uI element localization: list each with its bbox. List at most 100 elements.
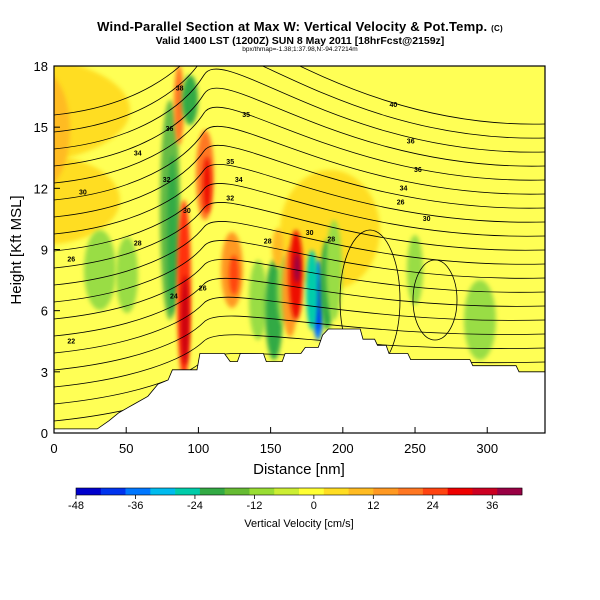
contour-label: 36 bbox=[407, 139, 415, 146]
contour-label: 26 bbox=[397, 200, 405, 207]
y-tick-label: 12 bbox=[34, 181, 48, 196]
field-cell bbox=[326, 220, 342, 320]
field-cell bbox=[54, 76, 70, 184]
colorbar-swatch bbox=[175, 488, 201, 495]
colorbar-swatch bbox=[100, 488, 126, 495]
contour-label: 36 bbox=[166, 126, 174, 133]
colorbar-swatch bbox=[447, 488, 473, 495]
colorbar-label: Vertical Velocity [cm/s] bbox=[244, 518, 353, 530]
theta-contour-line bbox=[54, 106, 545, 184]
terrain-mask bbox=[53, 328, 546, 434]
field-cell bbox=[54, 66, 130, 161]
colorbar-swatch bbox=[422, 488, 448, 495]
field-cell bbox=[229, 255, 239, 295]
theta-contour-line bbox=[54, 68, 545, 153]
colorbar-swatch bbox=[472, 488, 498, 495]
theta-contour-line bbox=[54, 163, 545, 235]
field-cell bbox=[84, 230, 116, 310]
x-tick-label: 100 bbox=[188, 441, 210, 456]
contour-label: 30 bbox=[183, 208, 191, 215]
field-cell bbox=[306, 250, 318, 330]
field-cell bbox=[174, 66, 184, 145]
colorbar-swatch bbox=[249, 488, 275, 495]
x-axis-label: Distance [nm] bbox=[253, 461, 345, 478]
colorbar-swatch bbox=[150, 488, 176, 495]
theta-contour-line bbox=[412, 259, 458, 341]
x-tick-label: 300 bbox=[476, 441, 498, 456]
colorbar-swatch bbox=[323, 488, 349, 495]
field-cell bbox=[116, 237, 138, 313]
contour-label: 36 bbox=[414, 167, 422, 174]
colorbar-tick-label: -36 bbox=[128, 500, 144, 512]
contour-label: 28 bbox=[327, 236, 335, 243]
contour-label: 28 bbox=[134, 240, 142, 247]
field-cell bbox=[181, 275, 189, 365]
y-axis: 0 3 6 9 12 15 18 bbox=[34, 59, 60, 441]
theta-contour-line bbox=[54, 87, 545, 167]
x-tick-label: 50 bbox=[119, 441, 133, 456]
copyright-mark: (C) bbox=[491, 24, 503, 33]
contour-label: 40 bbox=[390, 102, 398, 109]
contour-label: 32 bbox=[163, 177, 171, 184]
chart-title: Wind-Parallel Section at Max W: Vertical… bbox=[97, 19, 503, 34]
colorbar-tick-label: 24 bbox=[427, 500, 439, 512]
theta-contour-line bbox=[54, 296, 545, 354]
x-axis: 0 50 100 150 200 250 300 bbox=[50, 427, 498, 456]
theta-contour-line bbox=[54, 125, 545, 201]
y-tick-label: 15 bbox=[34, 120, 48, 135]
colorbar-swatch bbox=[125, 488, 151, 495]
field-cell bbox=[182, 75, 198, 125]
contour-label: 34 bbox=[235, 177, 243, 184]
colorbar: -48 -36 -24 -12 0 12 24 36 bbox=[68, 487, 523, 512]
colorbar-tick-label: -12 bbox=[246, 500, 262, 512]
x-tick-label: 250 bbox=[404, 441, 426, 456]
colorbar-swatch bbox=[497, 488, 523, 495]
contour-labels: 40 38 36 35 36 34 35 36 32 34 34 30 32 26 30 30 28 28 28 30… bbox=[67, 86, 430, 346]
colorbar-tick-label: 36 bbox=[486, 500, 498, 512]
colorbar-swatch bbox=[224, 488, 250, 495]
colorbar-swatch bbox=[398, 488, 424, 495]
colorbar-swatch bbox=[199, 488, 225, 495]
field-cell bbox=[203, 157, 211, 213]
contour-label: 26 bbox=[199, 285, 207, 292]
y-tick-label: 18 bbox=[34, 59, 48, 74]
colorbar-swatch bbox=[348, 488, 374, 495]
contour-label: 24 bbox=[170, 293, 178, 300]
colorbar-tick-label: -48 bbox=[68, 500, 84, 512]
contour-label: 32 bbox=[226, 196, 234, 203]
contour-label: 34 bbox=[400, 185, 408, 192]
colorbar-tick-label: 0 bbox=[311, 500, 317, 512]
chart-subtitle-small: bpx/thmap=-1.38;1:37.98,N:-94.27214m bbox=[242, 46, 358, 53]
contour-label: 30 bbox=[79, 190, 87, 197]
y-tick-label: 0 bbox=[41, 426, 48, 441]
y-tick-label: 6 bbox=[41, 304, 48, 319]
colorbar-tick-label: 12 bbox=[367, 500, 379, 512]
contour-label: 22 bbox=[67, 338, 75, 345]
theta-contour-line bbox=[54, 277, 545, 337]
colorbar-swatch bbox=[274, 488, 300, 495]
chart-subtitle: Valid 1400 LST (1200Z) SUN 8 May 2011 [1… bbox=[155, 35, 445, 47]
contour-label: 30 bbox=[306, 230, 314, 237]
field-cell bbox=[54, 155, 120, 245]
colorbar-tick-label: -24 bbox=[187, 500, 203, 512]
colorbar-frame bbox=[75, 487, 523, 496]
contour-label: 28 bbox=[264, 238, 272, 245]
field-cell bbox=[272, 228, 284, 268]
theta-contour-line bbox=[54, 221, 545, 286]
theta-contour-line bbox=[54, 240, 545, 303]
theta-contour-line bbox=[54, 144, 545, 218]
y-tick-label: 9 bbox=[41, 243, 48, 258]
contour-label: 35 bbox=[242, 112, 250, 119]
theta-contours bbox=[54, 66, 545, 433]
theta-contour-line bbox=[54, 66, 545, 125]
colorbar-swatch bbox=[299, 488, 325, 495]
contour-label: 35 bbox=[226, 159, 234, 166]
velocity-field bbox=[54, 66, 496, 380]
theta-contour-line bbox=[54, 182, 545, 252]
contour-label: 38 bbox=[176, 86, 184, 93]
theta-contour-line bbox=[54, 334, 545, 388]
contour-label: 30 bbox=[423, 216, 431, 223]
field-cell bbox=[249, 260, 267, 340]
field-cell bbox=[294, 253, 300, 283]
